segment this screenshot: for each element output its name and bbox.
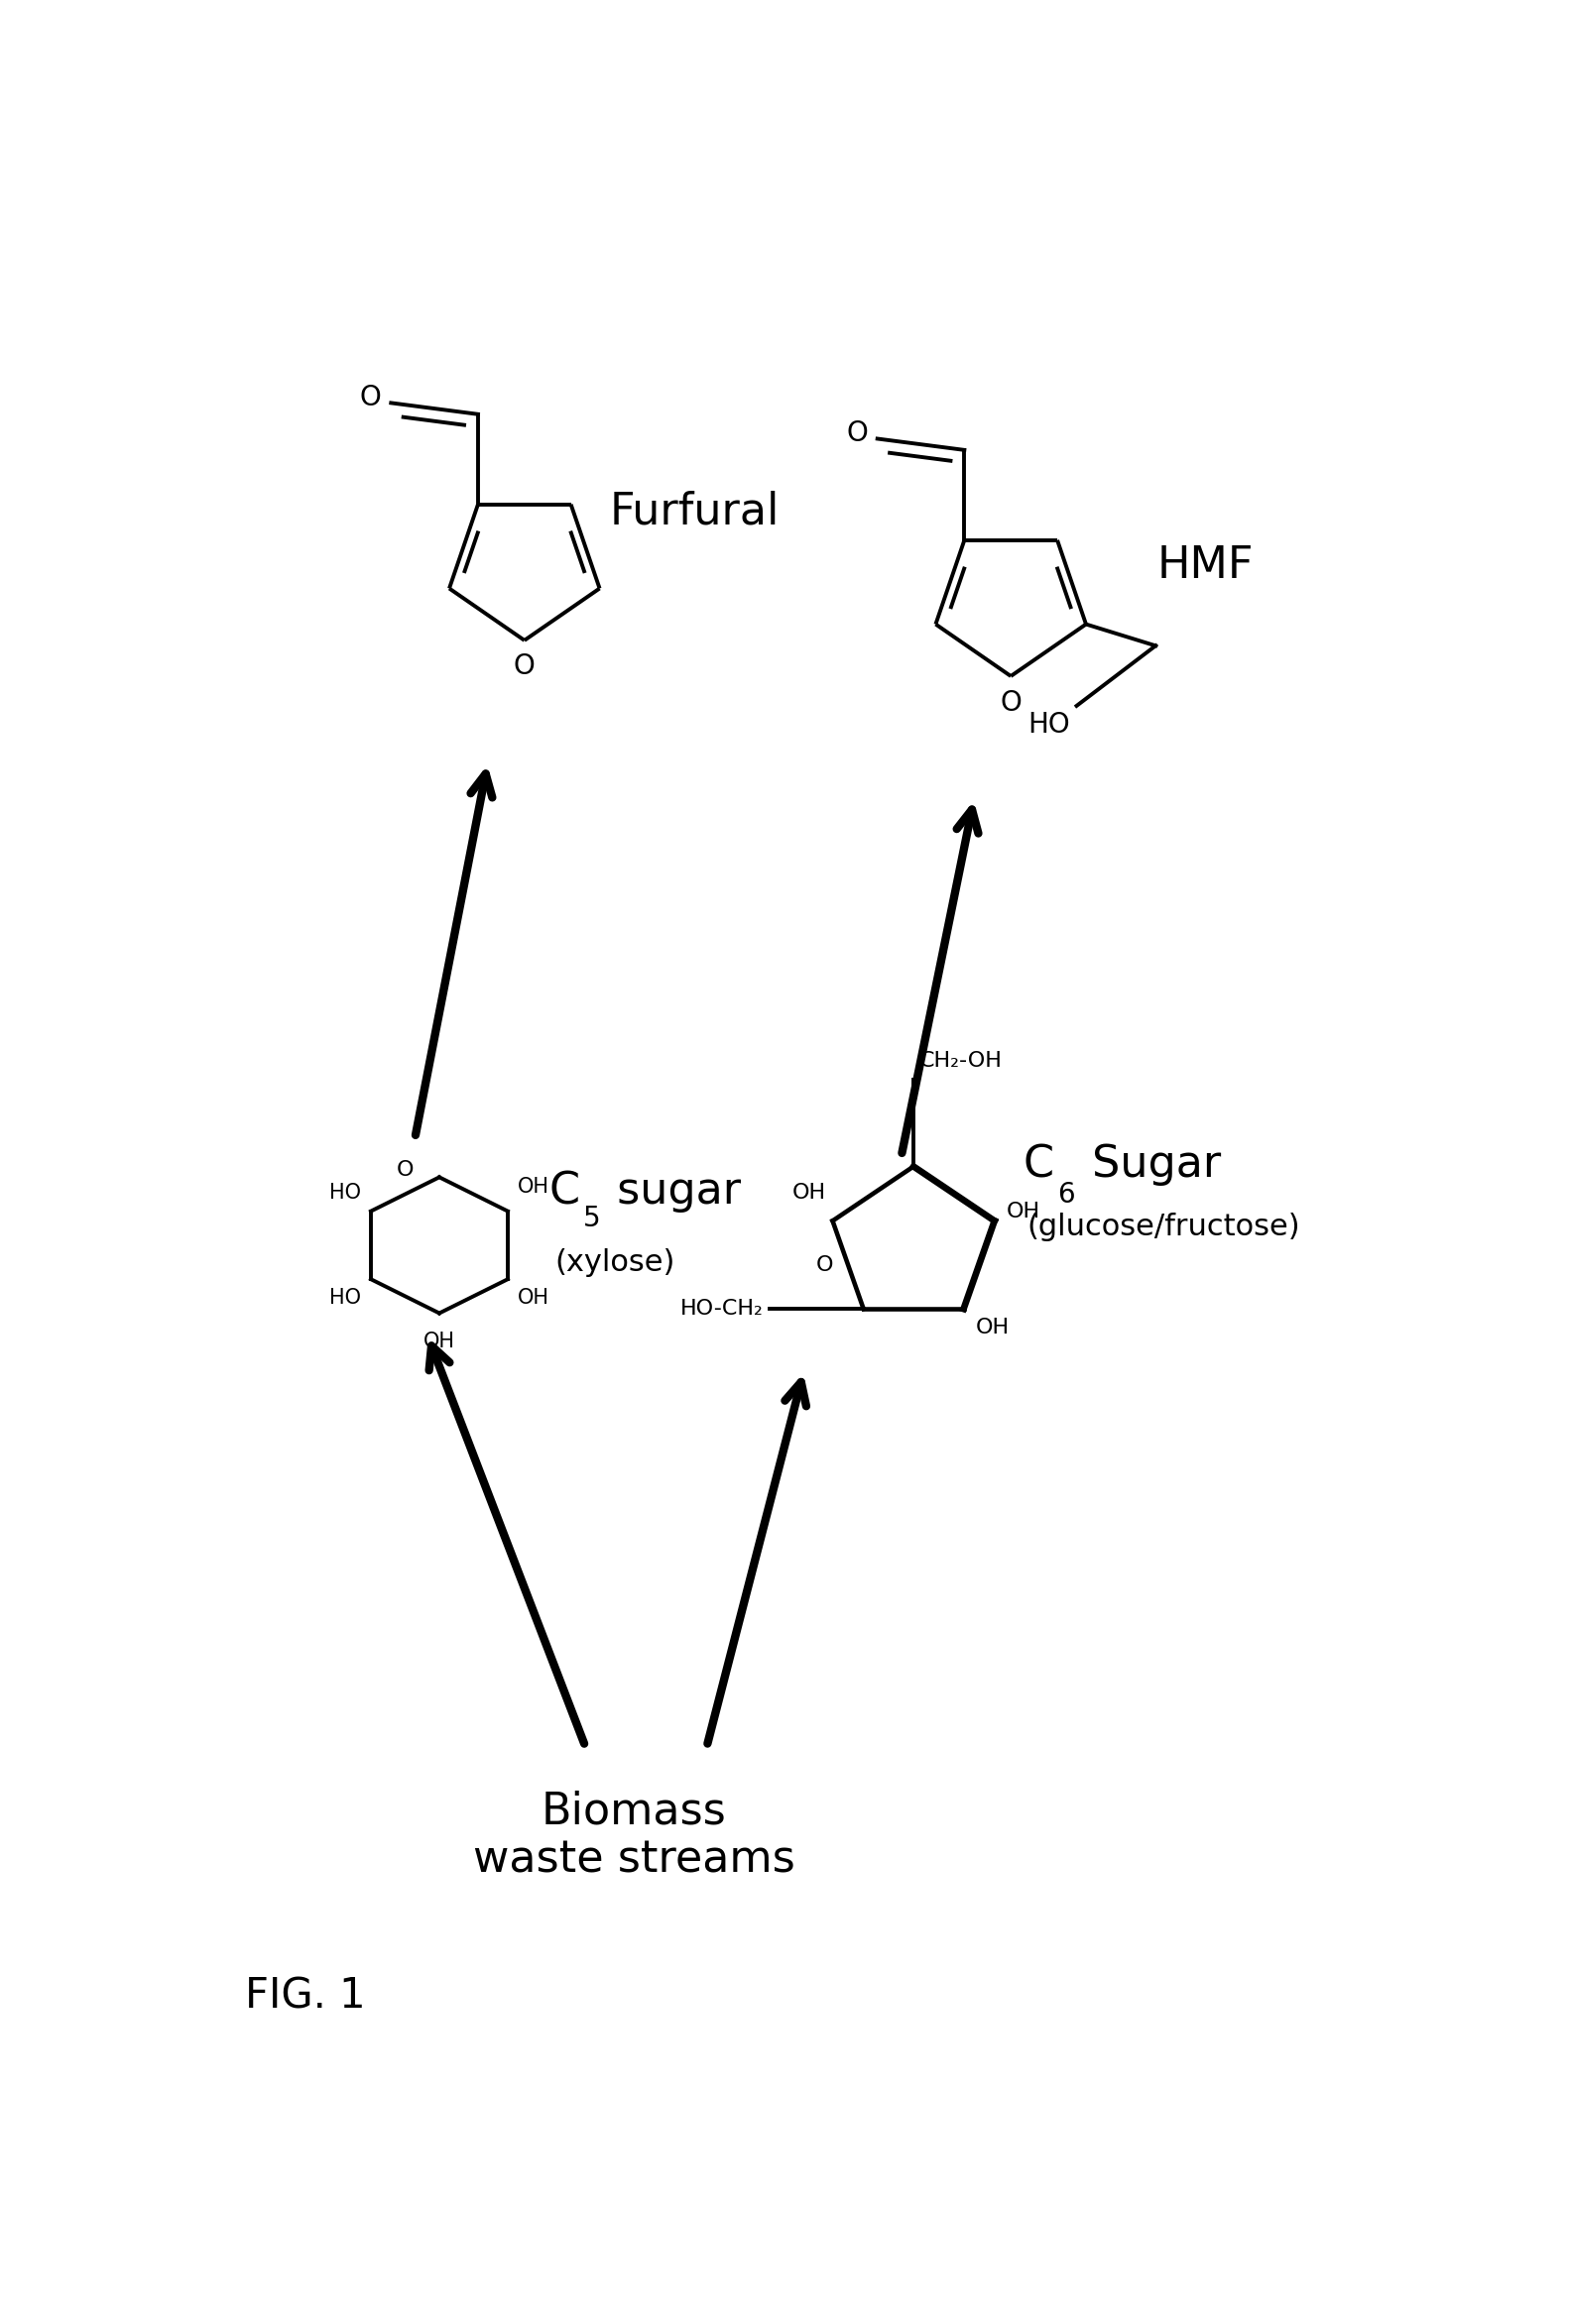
Text: Furfural: Furfural	[609, 490, 780, 532]
Text: OH: OH	[424, 1332, 455, 1350]
Text: (glucose/fructose): (glucose/fructose)	[1026, 1213, 1301, 1241]
Text: CH₂-OH: CH₂-OH	[919, 1050, 1003, 1071]
Text: C: C	[1023, 1143, 1054, 1185]
Text: C: C	[549, 1171, 579, 1213]
Text: (xylose): (xylose)	[555, 1248, 675, 1278]
Text: O: O	[846, 418, 868, 446]
Text: O: O	[816, 1255, 833, 1276]
Text: Biomass
waste streams: Biomass waste streams	[472, 1789, 795, 1882]
Text: OH: OH	[518, 1287, 549, 1308]
Text: O: O	[513, 653, 535, 681]
Text: OH: OH	[976, 1318, 1009, 1339]
Text: OH: OH	[792, 1183, 827, 1204]
Text: O: O	[359, 383, 381, 411]
Text: FIG. 1: FIG. 1	[245, 1975, 366, 2017]
Text: HO: HO	[329, 1287, 361, 1308]
Text: 6: 6	[1058, 1181, 1075, 1208]
Text: HO: HO	[329, 1183, 361, 1202]
Text: O: O	[397, 1160, 414, 1181]
Text: 5: 5	[582, 1204, 601, 1232]
Text: O: O	[999, 688, 1021, 716]
Text: HMF: HMF	[1156, 544, 1254, 586]
Text: OH: OH	[1007, 1202, 1040, 1222]
Text: OH: OH	[518, 1176, 549, 1197]
Text: HO: HO	[1028, 711, 1070, 739]
Text: Sugar: Sugar	[1078, 1143, 1221, 1185]
Text: HO-CH₂: HO-CH₂	[681, 1299, 764, 1318]
Text: sugar: sugar	[604, 1171, 742, 1213]
